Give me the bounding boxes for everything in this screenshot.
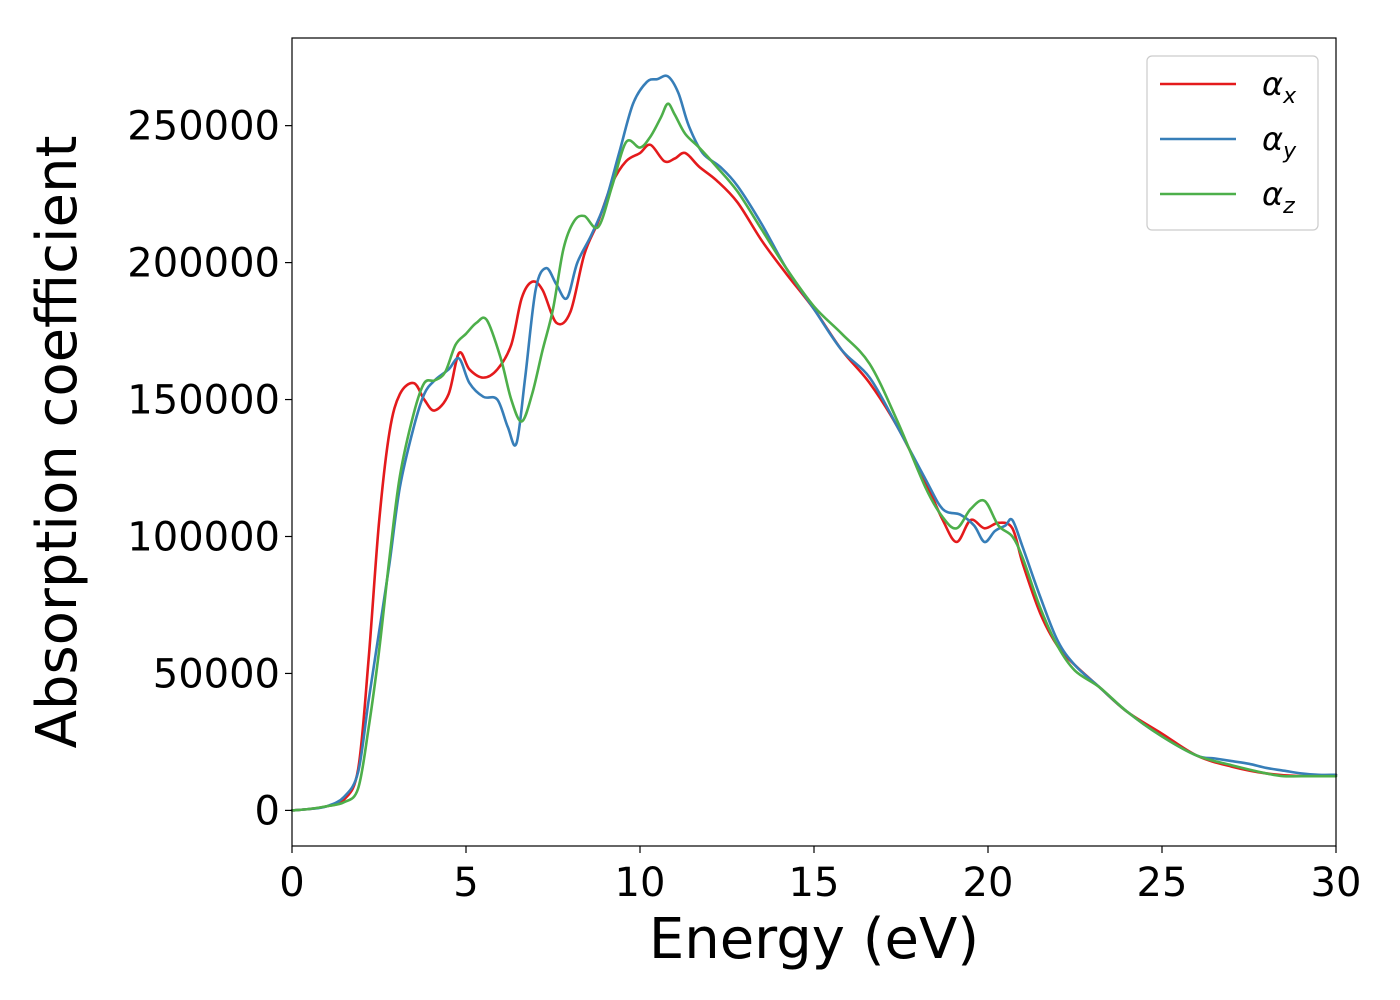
x-tick-label: 10 [615,860,666,906]
y-tick-label: 250000 [127,104,280,150]
x-axis: 0 5 10 15 20 25 30 [279,846,1361,906]
legend-label-y: αy [1262,120,1297,164]
y-tick-label: 50000 [153,651,280,697]
y-axis-title: Absorption coefficient [25,136,90,749]
legend-label-x: αx [1262,65,1297,109]
x-tick-label: 30 [1311,860,1362,906]
y-tick-label: 100000 [127,514,280,560]
y-axis: 0 50000 100000 150000 200000 250000 [127,104,292,834]
x-tick-label: 0 [279,860,304,906]
y-tick-label: 200000 [127,241,280,287]
series-layer [290,74,1338,812]
x-tick-label: 5 [453,860,478,906]
x-axis-title: Energy (eV) [649,907,979,972]
y-tick-label: 150000 [127,378,280,424]
series-line-x [290,143,1338,812]
legend-box [1146,55,1319,231]
x-tick-label: 20 [963,860,1014,906]
series-line-z [290,102,1338,812]
legend-label-z: αz [1262,175,1295,219]
legend: αx αy αz [1146,55,1319,231]
x-tick-label: 25 [1137,860,1188,906]
x-tick-label: 15 [789,860,840,906]
y-tick-label: 0 [255,788,280,834]
